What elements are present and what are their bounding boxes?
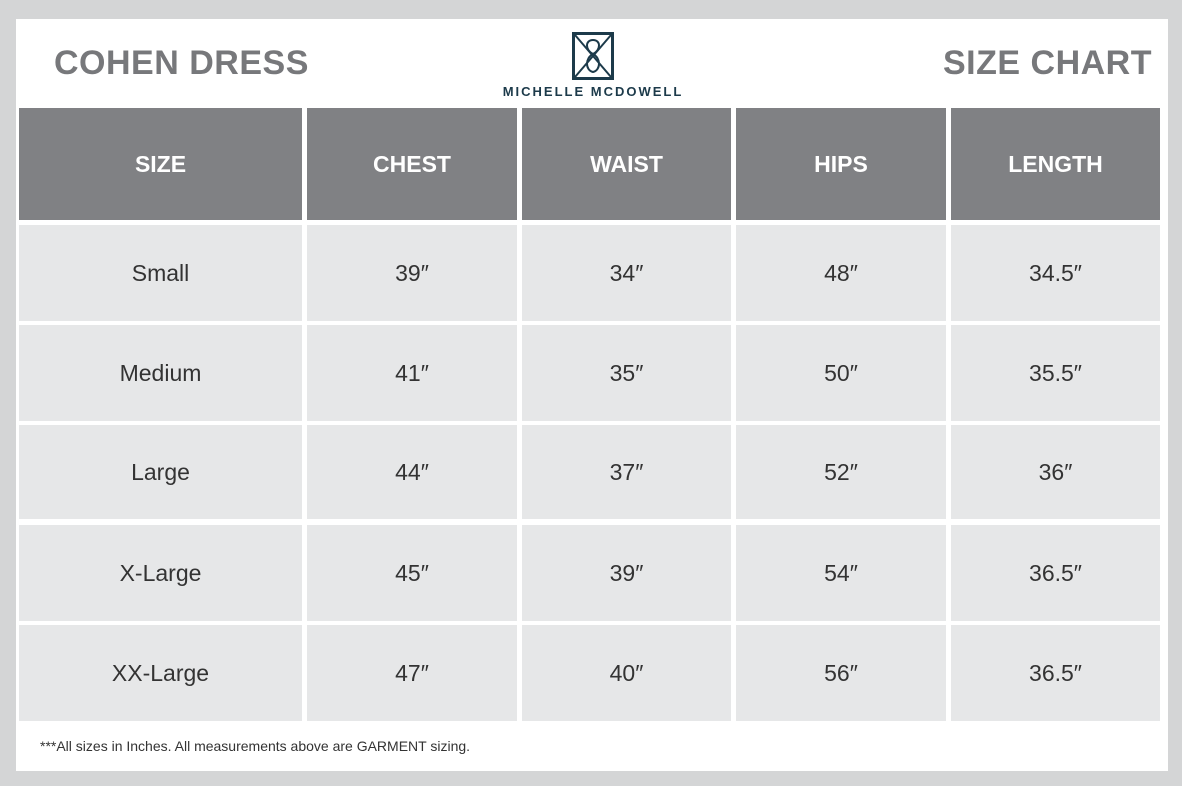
measurement-cell: 52″	[736, 425, 946, 519]
column-header-size: SIZE	[19, 108, 302, 220]
size-label-cell: X-Large	[19, 525, 302, 621]
brand-logo: MICHELLE MCDOWELL	[498, 32, 688, 102]
measurement-cell: 40″	[522, 625, 731, 721]
footnote: ***All sizes in Inches. All measurements…	[40, 738, 471, 754]
measurement-cell: 36″	[951, 425, 1160, 519]
size-table: SIZE CHEST WAIST HIPS LENGTH Small 39″ 34″ 48″ 34…	[19, 108, 1165, 722]
size-label-cell: XX-Large	[19, 625, 302, 721]
size-label-cell: Large	[19, 425, 302, 519]
column-header-hips: HIPS	[736, 108, 946, 220]
measurement-cell: 39″	[307, 225, 517, 321]
product-title: COHEN DRESS	[54, 44, 309, 82]
column-header-length: LENGTH	[951, 108, 1160, 220]
size-label-cell: Small	[19, 225, 302, 321]
measurement-cell: 45″	[307, 525, 517, 621]
measurement-cell: 35.5″	[951, 325, 1160, 421]
measurement-cell: 37″	[522, 425, 731, 519]
measurement-cell: 50″	[736, 325, 946, 421]
measurement-cell: 56″	[736, 625, 946, 721]
measurement-cell: 54″	[736, 525, 946, 621]
size-label-cell: Medium	[19, 325, 302, 421]
measurement-cell: 36.5″	[951, 525, 1160, 621]
measurement-cell: 48″	[736, 225, 946, 321]
column-header-chest: CHEST	[307, 108, 517, 220]
measurement-cell: 34″	[522, 225, 731, 321]
measurement-cell: 36.5″	[951, 625, 1160, 721]
brand-name: MICHELLE MCDOWELL	[502, 84, 684, 99]
chart-title: SIZE CHART	[943, 44, 1152, 82]
measurement-cell: 35″	[522, 325, 731, 421]
measurement-cell: 41″	[307, 325, 517, 421]
measurement-cell: 39″	[522, 525, 731, 621]
column-header-waist: WAIST	[522, 108, 731, 220]
measurement-cell: 47″	[307, 625, 517, 721]
measurement-cell: 44″	[307, 425, 517, 519]
monogram-logo-icon	[572, 32, 614, 80]
measurement-cell: 34.5″	[951, 225, 1160, 321]
